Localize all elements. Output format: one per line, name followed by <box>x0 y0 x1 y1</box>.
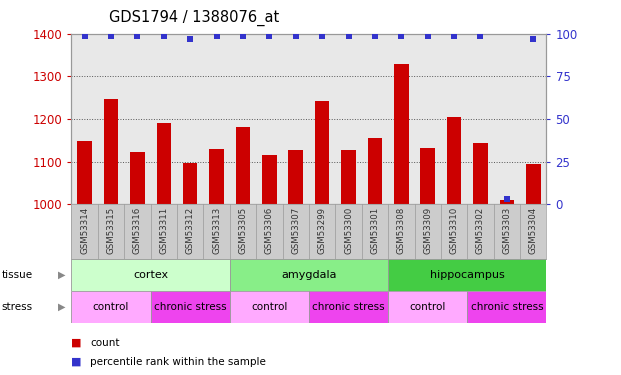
Text: ▶: ▶ <box>58 270 65 280</box>
Text: GSM53309: GSM53309 <box>424 207 432 254</box>
Text: GSM53303: GSM53303 <box>502 207 511 254</box>
Text: GSM53308: GSM53308 <box>397 207 406 254</box>
Text: ■: ■ <box>71 338 82 348</box>
Bar <box>289 150 303 204</box>
Bar <box>104 99 118 204</box>
Bar <box>368 138 382 204</box>
Point <box>159 33 169 39</box>
Bar <box>71 291 151 322</box>
Bar <box>230 291 309 322</box>
Text: count: count <box>90 338 120 348</box>
Point <box>79 33 89 39</box>
Text: GSM53304: GSM53304 <box>529 207 538 254</box>
Text: GSM53299: GSM53299 <box>318 207 327 254</box>
Bar <box>230 259 388 291</box>
Text: chronic stress: chronic stress <box>154 302 227 312</box>
Point <box>212 33 222 39</box>
Point <box>106 33 116 39</box>
Bar <box>420 148 435 204</box>
Bar <box>71 259 230 291</box>
Point <box>185 36 195 42</box>
Point <box>265 33 274 39</box>
Text: amygdala: amygdala <box>281 270 337 280</box>
Text: cortex: cortex <box>133 270 168 280</box>
Point <box>476 33 486 39</box>
Text: tissue: tissue <box>1 270 32 280</box>
Text: stress: stress <box>1 302 32 312</box>
Text: GSM53300: GSM53300 <box>344 207 353 254</box>
Text: percentile rank within the sample: percentile rank within the sample <box>90 357 266 367</box>
Point <box>238 33 248 39</box>
Bar <box>150 291 230 322</box>
Bar <box>130 152 145 204</box>
Text: GSM53305: GSM53305 <box>238 207 247 254</box>
Bar <box>342 150 356 204</box>
Bar <box>473 142 487 204</box>
Text: GSM53301: GSM53301 <box>371 207 379 254</box>
Bar <box>156 123 171 204</box>
Bar <box>468 291 546 322</box>
Text: GSM53306: GSM53306 <box>265 207 274 254</box>
Text: GSM53315: GSM53315 <box>107 207 116 254</box>
Bar <box>262 155 276 204</box>
Bar <box>78 141 92 204</box>
Text: chronic stress: chronic stress <box>312 302 385 312</box>
Point <box>132 33 142 39</box>
Point <box>317 33 327 39</box>
Bar <box>209 149 224 204</box>
Bar <box>526 164 540 204</box>
Text: ■: ■ <box>71 357 82 367</box>
Point <box>291 33 301 39</box>
Point <box>449 33 459 39</box>
Text: GSM53316: GSM53316 <box>133 207 142 254</box>
Text: GSM53302: GSM53302 <box>476 207 485 254</box>
Text: GDS1794 / 1388076_at: GDS1794 / 1388076_at <box>109 9 279 26</box>
Bar <box>236 127 250 204</box>
Text: GSM53314: GSM53314 <box>80 207 89 254</box>
Point <box>396 33 406 39</box>
Bar <box>183 163 197 204</box>
Bar <box>394 64 409 204</box>
Text: GSM53307: GSM53307 <box>291 207 300 254</box>
Point <box>343 33 353 39</box>
Bar <box>309 291 388 322</box>
Bar <box>315 101 329 204</box>
Text: ▶: ▶ <box>58 302 65 312</box>
Point <box>528 36 538 42</box>
Text: control: control <box>409 302 446 312</box>
Bar <box>500 200 514 204</box>
Bar <box>388 259 546 291</box>
Bar <box>388 291 468 322</box>
Text: GSM53310: GSM53310 <box>450 207 458 254</box>
Text: GSM53312: GSM53312 <box>186 207 194 254</box>
Text: chronic stress: chronic stress <box>471 302 543 312</box>
Point <box>423 33 433 39</box>
Text: control: control <box>251 302 288 312</box>
Point <box>502 196 512 202</box>
Text: control: control <box>93 302 129 312</box>
Text: GSM53311: GSM53311 <box>160 207 168 254</box>
Text: hippocampus: hippocampus <box>430 270 505 280</box>
Text: GSM53313: GSM53313 <box>212 207 221 254</box>
Bar <box>447 117 461 204</box>
Point <box>370 33 380 39</box>
